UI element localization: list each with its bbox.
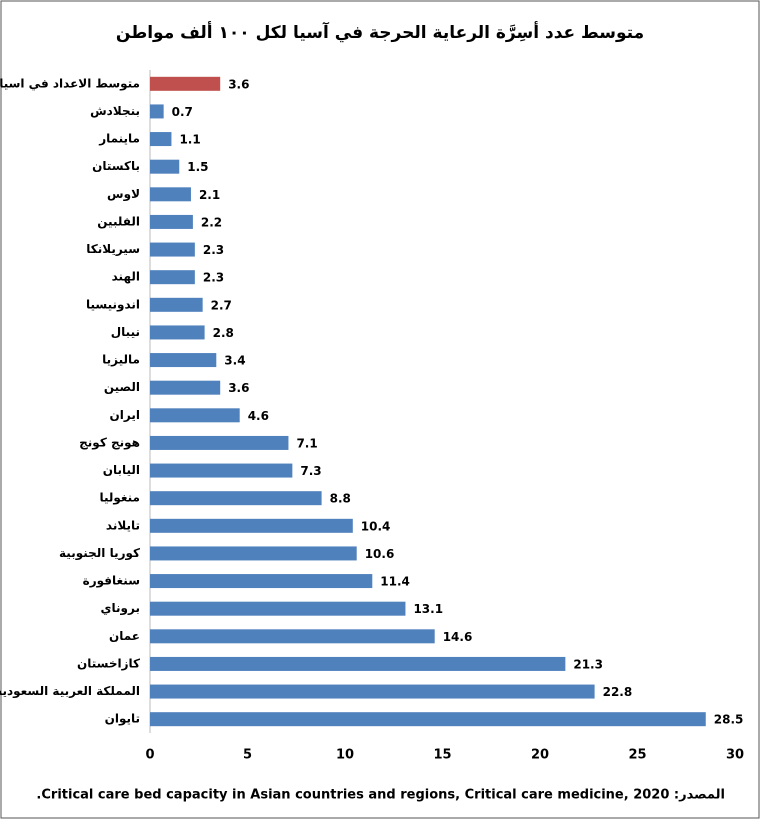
value-label: 3.6 <box>228 381 249 395</box>
bar <box>150 491 322 506</box>
bar <box>150 132 172 147</box>
y-tick-label: تايوان <box>105 712 140 727</box>
value-label: 2.3 <box>203 243 224 257</box>
y-tick-label: اندونيسيا <box>86 297 140 312</box>
y-tick-label: ماليزيا <box>102 353 140 367</box>
y-tick-label: ماينمار <box>98 132 140 146</box>
y-tick-label: بنجلادش <box>90 104 140 118</box>
value-label: 3.6 <box>228 77 249 91</box>
bar <box>150 270 195 285</box>
bar <box>150 76 221 91</box>
y-tick-label: باكستان <box>92 159 140 173</box>
bar <box>150 408 240 423</box>
bar <box>150 242 195 257</box>
source: المصدر: Critical care bed capacity in As… <box>36 788 725 803</box>
y-tick-label: تايلاند <box>106 518 140 532</box>
bar <box>150 463 293 478</box>
bar <box>150 187 191 202</box>
bar <box>150 214 193 229</box>
value-label: 0.7 <box>172 105 193 119</box>
value-label: 8.8 <box>330 492 351 506</box>
value-label: 14.6 <box>443 630 473 644</box>
bar <box>150 574 373 589</box>
x-tick-label: 0 <box>145 748 154 763</box>
bar <box>150 297 203 312</box>
value-label: 1.1 <box>179 133 200 147</box>
bar <box>150 518 353 533</box>
bar <box>150 353 217 368</box>
bar <box>150 546 357 561</box>
y-tick-label: عمان <box>109 629 140 643</box>
x-tick-label: 30 <box>726 748 744 763</box>
value-label: 7.1 <box>296 436 317 450</box>
y-tick-label: اليابان <box>103 463 140 477</box>
value-label: 21.3 <box>573 657 603 671</box>
value-label: 22.8 <box>603 685 633 699</box>
value-label: 2.1 <box>199 188 220 202</box>
y-tick-label: كوريا الجنوبية <box>59 546 140 561</box>
value-label: 10.6 <box>365 547 395 561</box>
value-label: 28.5 <box>714 713 744 727</box>
chart-title: متوسط عدد أسِرَّة الرعاية الحرجة في آسيا… <box>116 21 644 43</box>
y-tick-label: لاوس <box>107 187 140 202</box>
value-label: 2.7 <box>211 298 232 312</box>
bar <box>150 104 164 119</box>
value-label: 2.2 <box>201 215 222 229</box>
value-label: 7.3 <box>300 464 321 478</box>
value-label: 10.4 <box>361 519 391 533</box>
value-label: 11.4 <box>380 575 410 589</box>
value-label: 2.8 <box>213 326 234 340</box>
y-tick-label: ايران <box>110 408 140 422</box>
bar <box>150 435 289 450</box>
y-tick-label: الفلبين <box>97 214 140 228</box>
x-tick-label: 10 <box>336 748 354 763</box>
value-label: 2.3 <box>203 271 224 285</box>
y-tick-label: هونج كونج <box>79 435 140 450</box>
y-tick-label: المملكة العربية السعودية <box>0 684 140 699</box>
x-tick-label: 5 <box>243 748 252 763</box>
value-label: 1.5 <box>187 160 208 174</box>
y-tick-label: الهند <box>112 270 140 284</box>
bar <box>150 656 566 671</box>
value-label: 3.4 <box>224 354 245 368</box>
bar <box>150 325 205 340</box>
y-tick-label: الصين <box>104 380 140 394</box>
bar <box>150 684 595 699</box>
y-tick-label: كازاخستان <box>77 656 140 670</box>
y-tick-label: بروناي <box>101 601 140 616</box>
value-label: 13.1 <box>413 602 443 616</box>
bar <box>150 712 706 727</box>
y-tick-label: سيريلانكا <box>86 242 140 256</box>
bar <box>150 601 406 616</box>
bar <box>150 159 180 174</box>
bar <box>150 380 221 395</box>
x-tick-label: 20 <box>531 748 549 763</box>
y-tick-label: سنغافورة <box>83 574 140 589</box>
value-label: 4.6 <box>248 409 269 423</box>
bar <box>150 629 435 644</box>
y-tick-label: منغوليا <box>99 491 140 506</box>
y-tick-label: متوسط الاعداد في اسيا <box>0 76 140 91</box>
x-tick-label: 25 <box>628 748 646 763</box>
x-tick-label: 15 <box>433 748 451 763</box>
y-tick-label: نيبال <box>111 325 140 339</box>
